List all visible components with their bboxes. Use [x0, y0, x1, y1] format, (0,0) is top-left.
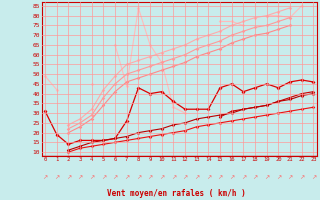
- Text: Vent moyen/en rafales ( km/h ): Vent moyen/en rafales ( km/h ): [107, 189, 245, 198]
